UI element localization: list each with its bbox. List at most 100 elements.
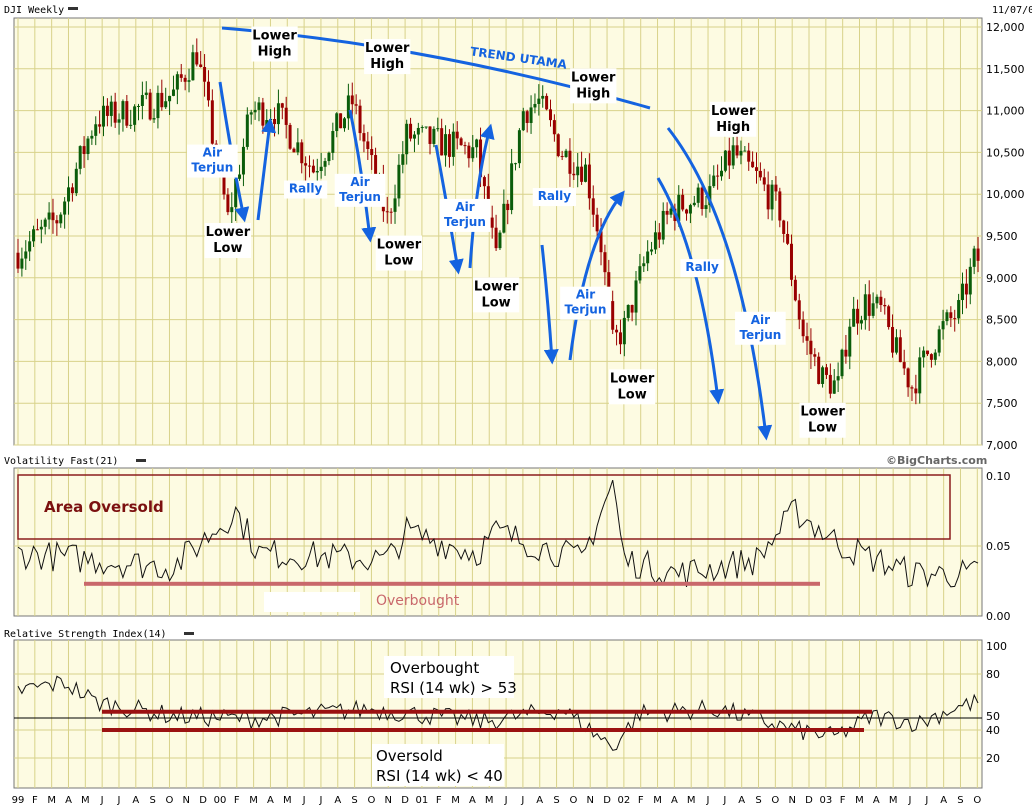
x-tick-label: M [81, 795, 90, 806]
candle-body [782, 220, 786, 234]
candle-body [191, 52, 195, 81]
candle-body [199, 64, 203, 68]
candle-body [234, 178, 238, 208]
x-tick-label: J [302, 795, 306, 806]
x-tick-label: D [603, 795, 611, 806]
candle-body [39, 226, 43, 230]
candle-body [968, 266, 972, 295]
candle-body [74, 168, 78, 194]
candle-body [350, 95, 354, 105]
candle-body [463, 145, 467, 147]
candle-body [179, 74, 183, 78]
annotation-text: Terjun [739, 328, 781, 342]
candle-body [607, 272, 611, 302]
x-tick-label: J [908, 795, 912, 806]
candle-body [24, 251, 28, 259]
x-tick-label: F [638, 795, 644, 806]
candle-body [94, 124, 98, 136]
candle-body [273, 118, 277, 125]
candle-body [770, 184, 774, 210]
volatility-title-dash [136, 459, 146, 462]
candle-body [136, 105, 140, 107]
x-tick-label: O [973, 795, 981, 806]
x-tick-label: M [451, 795, 460, 806]
x-tick-label: F [840, 795, 846, 806]
candle-body [405, 123, 409, 155]
rsi-overbought-label-line1: Overbought [390, 659, 479, 677]
candle-body [195, 52, 199, 65]
annotation-text: Lower [800, 405, 845, 420]
candle-body [397, 164, 401, 199]
candle-body [879, 296, 883, 305]
x-tick-label: S [755, 795, 761, 806]
candle-body [385, 211, 389, 213]
candle-body [187, 80, 191, 82]
candle-body [226, 194, 230, 213]
x-tick-label: F [234, 795, 240, 806]
candle-body [308, 165, 312, 167]
candle-body [906, 368, 910, 388]
candle-body [164, 101, 168, 108]
candle-body [758, 170, 762, 178]
candle-body [451, 131, 455, 157]
annotation-text: Low [808, 421, 837, 436]
x-tick-label: A [267, 795, 274, 806]
annotation-text: Low [481, 295, 510, 310]
candle-body [171, 89, 175, 96]
candle-body [440, 128, 444, 156]
candle-body [335, 113, 339, 132]
candle-body [280, 103, 284, 108]
candle-body [502, 203, 506, 233]
candle-body [346, 95, 350, 119]
candle-body [560, 156, 564, 158]
candle-body [793, 279, 797, 301]
candle-body [576, 166, 580, 176]
x-tick-label: O [771, 795, 779, 806]
y-tick-label: 40 [986, 724, 1000, 737]
candle-body [824, 367, 828, 375]
candle-body [35, 229, 39, 231]
volatility-y-axis: 0.10 0.05 0.00 [986, 470, 1011, 623]
candle-body [175, 74, 179, 90]
candle-body [109, 101, 113, 116]
annotation-text: Low [618, 387, 647, 402]
candle-body [78, 146, 82, 169]
candle-body [125, 101, 129, 126]
annotation-bg [284, 180, 328, 199]
candle-body [70, 187, 74, 194]
annotation-text: Terjun [339, 190, 381, 204]
candle-body [552, 120, 556, 135]
candle-body [82, 146, 86, 155]
candle-body [428, 126, 432, 144]
candle-body [238, 174, 242, 179]
rsi-oversold-label-bg [372, 744, 504, 786]
annotation-bg [375, 235, 423, 271]
candle-body [342, 118, 346, 129]
x-tick-label: O [569, 795, 577, 806]
candle-body [778, 191, 782, 221]
y-tick-label: 11,500 [986, 63, 1025, 76]
area-oversold-label: Area Oversold [44, 498, 164, 516]
candle-body [875, 296, 879, 304]
candle-body [245, 114, 249, 147]
candle-body [754, 167, 758, 171]
candle-body [269, 118, 273, 121]
candle-body [844, 349, 848, 357]
candle-body [716, 175, 720, 177]
candle-body [424, 126, 428, 128]
candle-body [498, 232, 502, 249]
candle-body [545, 95, 549, 110]
candle-body [591, 198, 595, 215]
x-tick-label: A [873, 795, 880, 806]
candle-body [548, 109, 552, 121]
candle-body [587, 164, 591, 199]
candle-body [630, 304, 634, 313]
candle-body [848, 326, 852, 357]
y-tick-label: 7,000 [986, 439, 1018, 452]
candle-body [638, 266, 642, 281]
candle-body [152, 118, 156, 120]
candle-body [953, 318, 957, 320]
candle-body [156, 92, 160, 119]
candle-body [160, 92, 164, 108]
candle-body [801, 319, 805, 337]
